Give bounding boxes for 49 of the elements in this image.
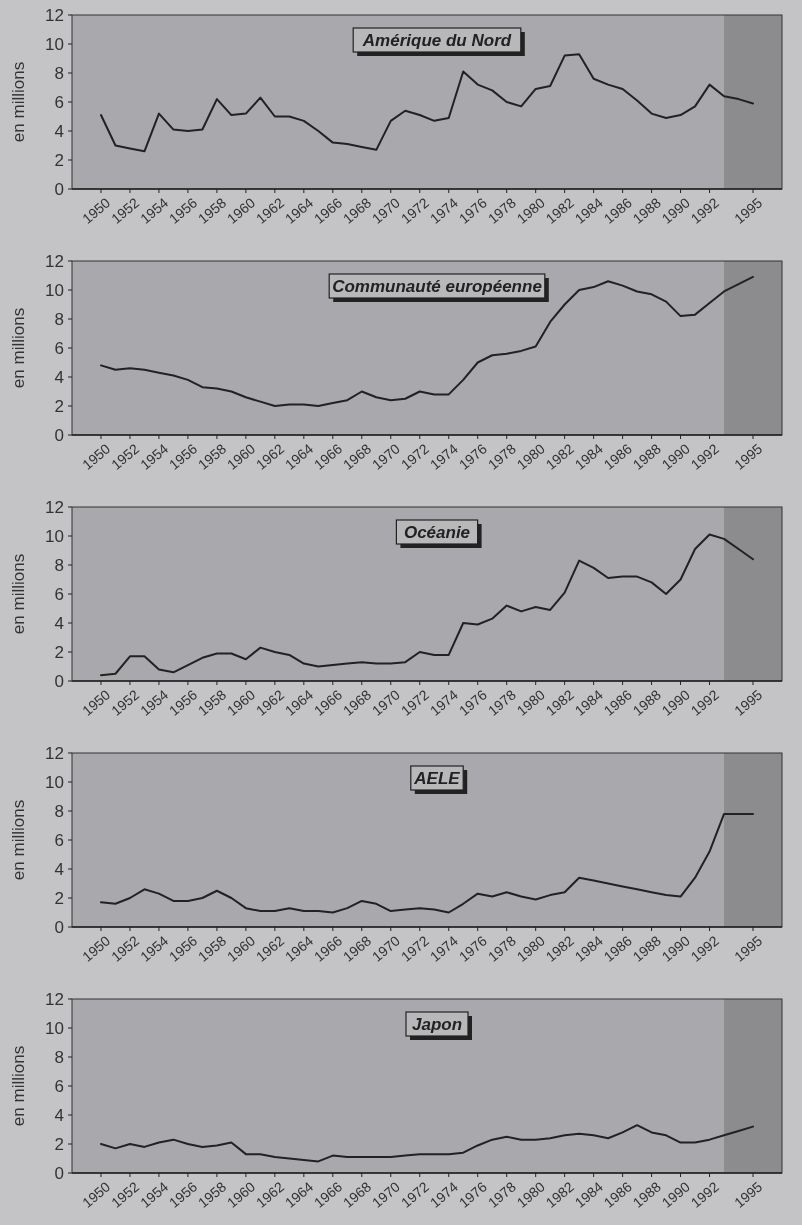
text: AELE bbox=[413, 768, 461, 788]
y-tick-label: 6 bbox=[54, 92, 64, 112]
y-tick-label: 2 bbox=[54, 642, 64, 662]
y-tick-label: 6 bbox=[54, 830, 64, 850]
line-series bbox=[99, 53, 755, 153]
y-axis-title: en millions bbox=[9, 307, 28, 389]
y-tick-label: 0 bbox=[54, 179, 64, 199]
y-tick-label: 8 bbox=[54, 1047, 64, 1067]
y-tick-label: 8 bbox=[54, 309, 64, 329]
y-tick-label: 8 bbox=[54, 801, 64, 821]
y-tick-label: 0 bbox=[54, 425, 64, 445]
y-tick-label: 2 bbox=[54, 888, 64, 908]
y-tick-label: 8 bbox=[54, 63, 64, 83]
y-tick-label: 8 bbox=[54, 555, 64, 575]
y-tick-label: 6 bbox=[54, 1076, 64, 1096]
y-tick-label: 10 bbox=[45, 772, 64, 792]
text: Amérique du Nord bbox=[361, 30, 512, 50]
text: Japon bbox=[411, 1014, 463, 1034]
y-tick-label: 10 bbox=[45, 1018, 64, 1038]
y-tick-label: 10 bbox=[45, 526, 64, 546]
y-tick-label: 12 bbox=[45, 497, 64, 517]
y-axis-title: en millions bbox=[9, 1045, 28, 1127]
y-tick-label: 4 bbox=[54, 613, 64, 633]
y-tick-label: 10 bbox=[45, 280, 64, 300]
y-tick-label: 0 bbox=[54, 1163, 64, 1183]
y-tick-label: 12 bbox=[45, 743, 64, 763]
y-tick-label: 12 bbox=[45, 251, 64, 271]
line-series bbox=[99, 812, 755, 914]
y-tick-label: 10 bbox=[45, 34, 64, 54]
y-tick-label: 6 bbox=[54, 584, 64, 604]
y-tick-label: 4 bbox=[54, 1105, 64, 1125]
line-series bbox=[99, 275, 755, 407]
y-tick-label: 2 bbox=[54, 150, 64, 170]
y-tick-label: 4 bbox=[54, 121, 64, 141]
y-axis-title: en millions bbox=[9, 553, 28, 635]
y-tick-label: 12 bbox=[45, 5, 64, 25]
y-tick-label: 2 bbox=[54, 396, 64, 416]
y-tick-label: 4 bbox=[54, 859, 64, 879]
y-tick-label: 6 bbox=[54, 338, 64, 358]
text: Communauté européenne bbox=[332, 276, 542, 296]
y-tick-label: 0 bbox=[54, 917, 64, 937]
text: Océanie bbox=[403, 522, 471, 542]
line-series bbox=[99, 1124, 755, 1163]
y-tick-label: 0 bbox=[54, 671, 64, 691]
y-tick-label: 2 bbox=[54, 1134, 64, 1154]
y-axis-title: en millions bbox=[9, 61, 28, 143]
y-tick-label: 4 bbox=[54, 367, 64, 387]
y-axis-title: en millions bbox=[9, 799, 28, 881]
y-tick-label: 12 bbox=[45, 989, 64, 1009]
